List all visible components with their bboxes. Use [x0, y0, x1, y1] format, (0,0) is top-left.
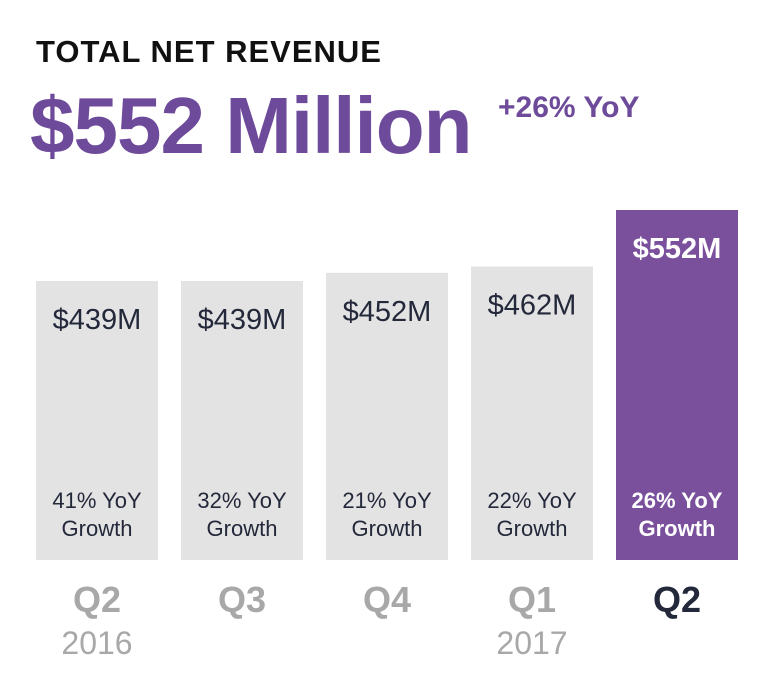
x-tick-label: Q2	[653, 579, 701, 620]
total-revenue-value: $552 Million	[30, 81, 472, 170]
year-label: 2016	[61, 625, 132, 661]
chart-title: TOTAL NET REVENUE	[36, 34, 382, 69]
yoy-growth-badge: +26% YoY	[498, 91, 640, 124]
bar-4	[471, 266, 593, 560]
bar-5	[616, 210, 738, 560]
bar-growth-label: 26% YoY	[632, 488, 723, 513]
bar-growth-label: Growth	[207, 516, 278, 541]
x-tick-label: Q1	[508, 579, 556, 620]
x-tick-label: Q4	[363, 579, 411, 620]
bar-2	[181, 281, 303, 560]
bar-value-label: $439M	[53, 304, 142, 336]
bar-value-label: $462M	[488, 290, 577, 322]
bar-growth-label: Growth	[497, 516, 568, 541]
bar-3	[326, 272, 448, 560]
bar-growth-label: Growth	[62, 516, 133, 541]
year-label: 2017	[496, 625, 567, 661]
bar-growth-label: 32% YoY	[197, 488, 287, 513]
bar-growth-label: 41% YoY	[52, 488, 142, 513]
x-tick-label: Q3	[218, 579, 266, 620]
bar-value-label: $552M	[633, 233, 722, 265]
x-tick-label: Q2	[73, 579, 121, 620]
bar-growth-label: Growth	[352, 516, 423, 541]
bar-value-label: $439M	[198, 304, 287, 336]
bar-growth-label: 21% YoY	[342, 488, 432, 513]
bar-growth-label: 22% YoY	[487, 488, 577, 513]
bar-1	[36, 281, 158, 560]
bar-value-label: $452M	[343, 296, 432, 328]
bar-growth-label: Growth	[639, 516, 716, 541]
